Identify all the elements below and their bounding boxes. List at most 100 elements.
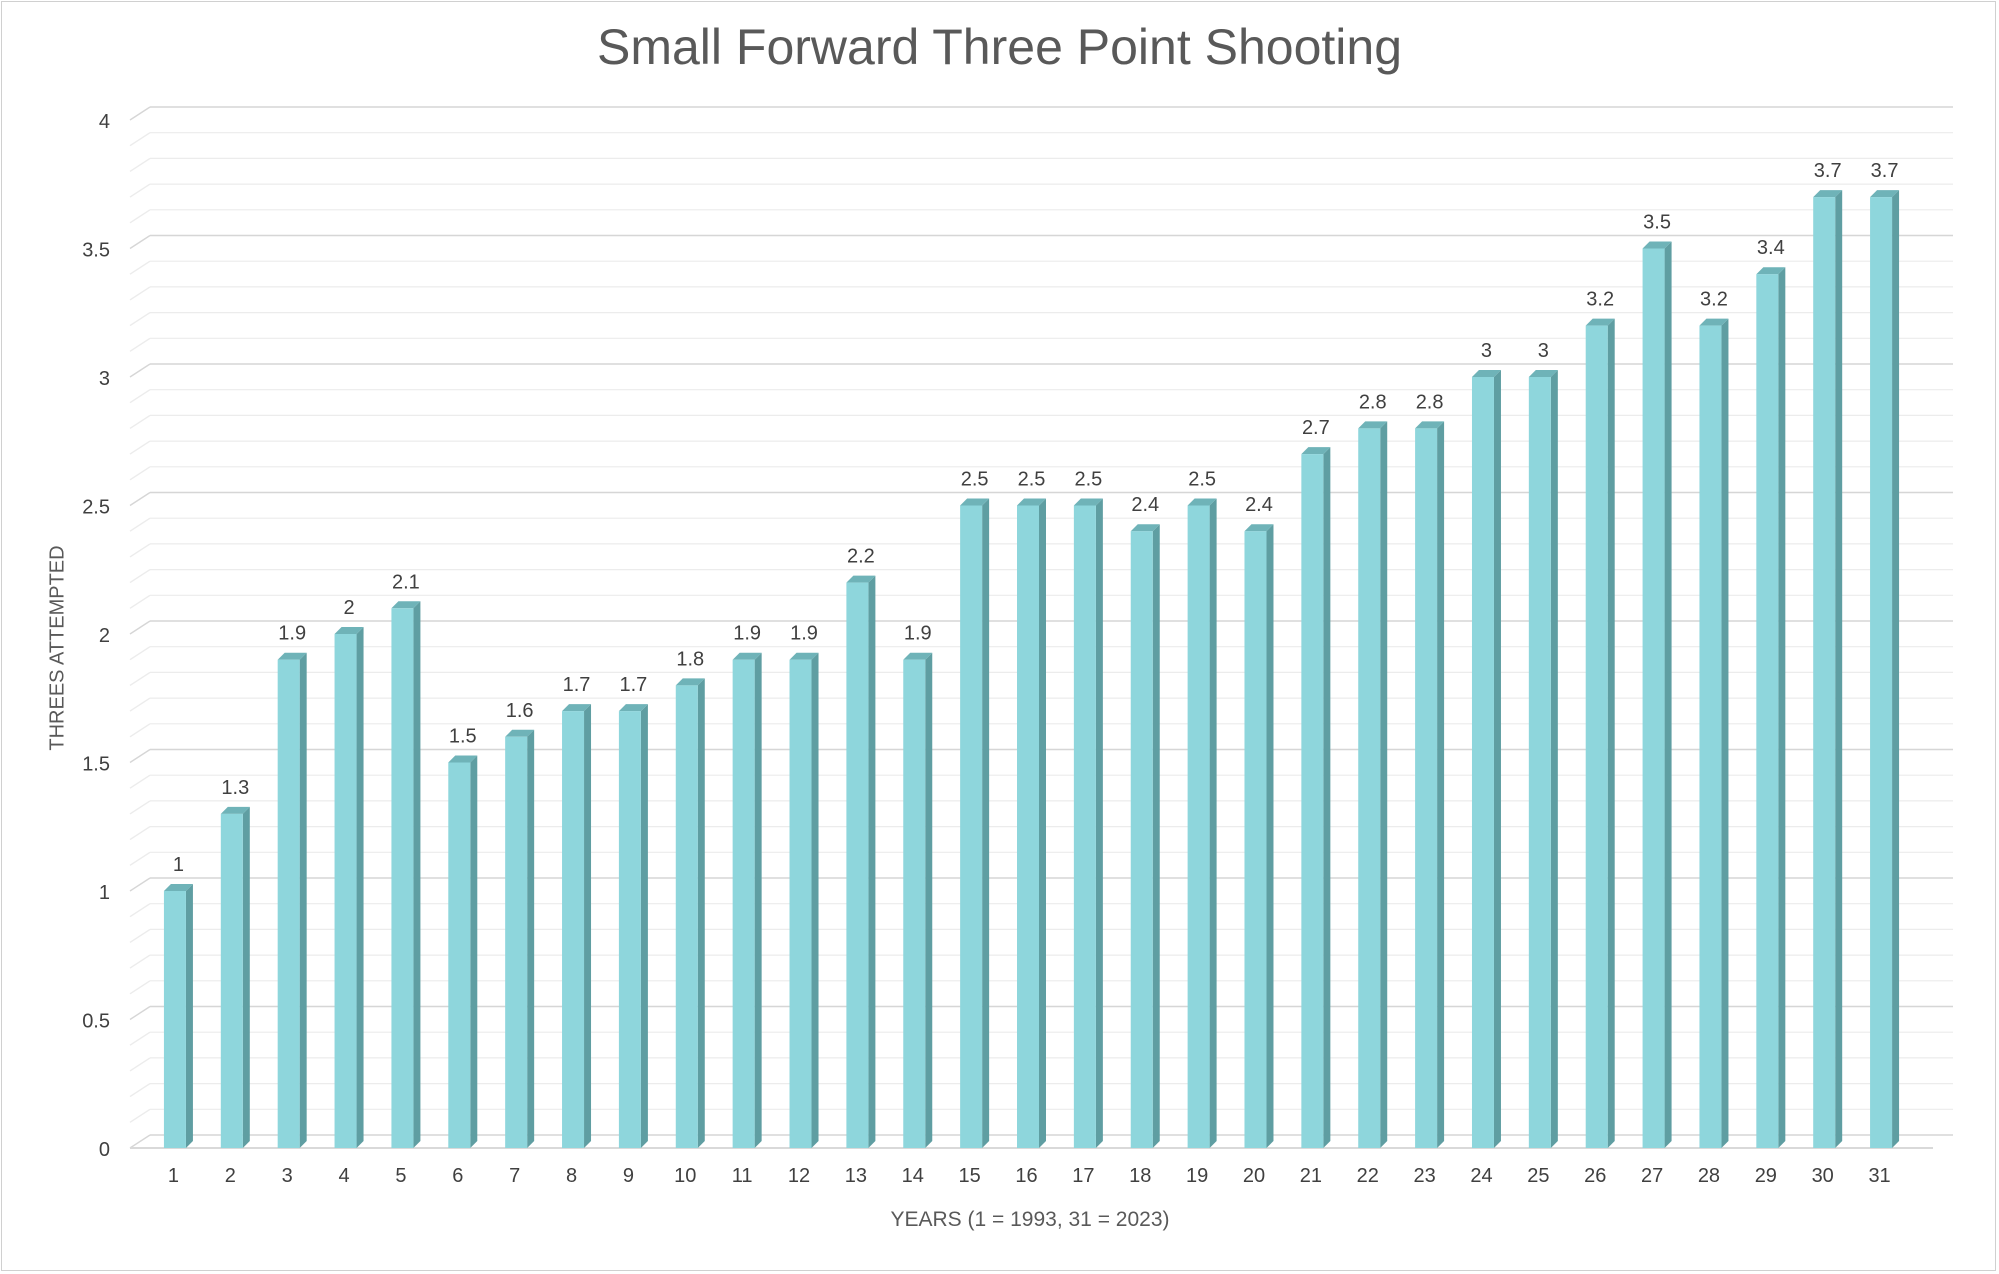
bar-side [754,652,762,1148]
x-tick-label: 16 [1015,1165,1037,1187]
gridline-diagonal [129,774,151,789]
gridline-diagonal [129,183,151,198]
bar-side [1380,421,1388,1148]
bar [789,659,812,1148]
bar-top [448,755,478,763]
bar-side [640,704,648,1148]
bar-side [1323,447,1331,1149]
bar-top [1813,190,1843,198]
data-label: 1.9 [733,623,761,645]
gridline-diagonal [129,569,151,584]
bar [1756,274,1779,1148]
data-label: 1.6 [506,700,534,722]
bar-top [505,729,535,737]
bar-top [1244,524,1274,532]
bar-top [846,575,876,583]
bar-top [732,652,762,660]
data-label: 2.4 [1245,494,1273,516]
data-label: 2.4 [1131,494,1159,516]
bar [1699,325,1722,1149]
gridline-diagonal [129,106,151,121]
bar [1642,248,1665,1148]
bar-top [675,678,705,686]
bar-side [1778,267,1786,1148]
gridline-diagonal [129,1108,151,1123]
bar [163,891,186,1148]
gridline-diagonal [129,491,151,507]
bar-side [1550,370,1558,1148]
x-tick-label: 13 [845,1165,867,1187]
gridline-diagonal [129,157,151,172]
y-tick-label: 0.5 [82,1011,110,1033]
x-tick-label: 23 [1413,1165,1435,1187]
bar-side [527,729,535,1148]
gridline-diagonal [129,234,151,250]
bar-side [299,652,307,1148]
bar-top [334,627,364,634]
bar [1187,505,1210,1148]
bar [1813,197,1836,1149]
gridline-diagonal [129,337,151,352]
bar-side [1039,498,1046,1148]
data-label: 2.5 [1188,469,1216,491]
x-tick-label: 29 [1755,1165,1777,1187]
x-tick-label: 9 [623,1165,634,1187]
data-label: 2.7 [1302,417,1330,439]
bar [675,685,698,1148]
bar [334,634,357,1148]
data-label: 3.2 [1586,289,1614,311]
bar-side [1664,241,1672,1148]
data-label: 2.8 [1416,391,1444,413]
gridline-diagonal [129,646,151,661]
bar-top [277,652,307,660]
y-tick-label: 3 [99,368,110,390]
gridline-diagonal [129,697,151,712]
x-tick-label: 12 [788,1165,810,1187]
bar-side [356,627,364,1148]
bar [562,711,585,1148]
bar [732,659,755,1148]
gridline-diagonal [129,980,151,995]
x-tick-label: 25 [1527,1165,1549,1187]
bar-top [1471,370,1501,377]
bar [1358,428,1381,1148]
gridline-diagonal [129,928,151,943]
bar-top [789,652,819,660]
gridline-diagonal [129,1134,151,1149]
bar-top [163,884,193,891]
bar-side [1152,524,1160,1148]
bar-side [584,704,592,1148]
gridline-diagonal [129,877,151,892]
x-tick-label: 2 [225,1165,236,1187]
bar-side [1835,190,1843,1149]
gridline-diagonal [129,826,151,841]
gridline-diagonal [129,286,151,301]
bar [618,711,641,1148]
gridline-diagonal [129,851,151,866]
data-label: 3.7 [1871,160,1899,182]
x-tick-label: 19 [1186,1165,1208,1187]
gridline-diagonal [129,1083,151,1098]
gridline-diagonal [129,594,151,609]
bar [1073,505,1096,1148]
gridline-diagonal [129,1057,151,1072]
bar-side [1607,318,1615,1149]
bar-top [1301,447,1331,455]
x-tick-label: 1 [168,1165,179,1187]
bar [448,762,471,1148]
x-tick-label: 11 [732,1165,753,1187]
bar-side [242,806,250,1148]
gridline-diagonal [129,620,151,635]
x-tick-label: 27 [1641,1165,1663,1187]
x-tick-label: 5 [395,1165,406,1187]
bar [960,505,983,1148]
bar-top [391,601,421,609]
bar-top [903,652,933,660]
bar-top [1756,267,1786,275]
gridline-diagonal [129,800,151,815]
bar-side [982,498,990,1148]
bar-top [618,704,648,712]
data-label: 3 [1481,340,1492,362]
data-label: 1.9 [790,623,818,645]
x-tick-label: 10 [674,1165,696,1187]
